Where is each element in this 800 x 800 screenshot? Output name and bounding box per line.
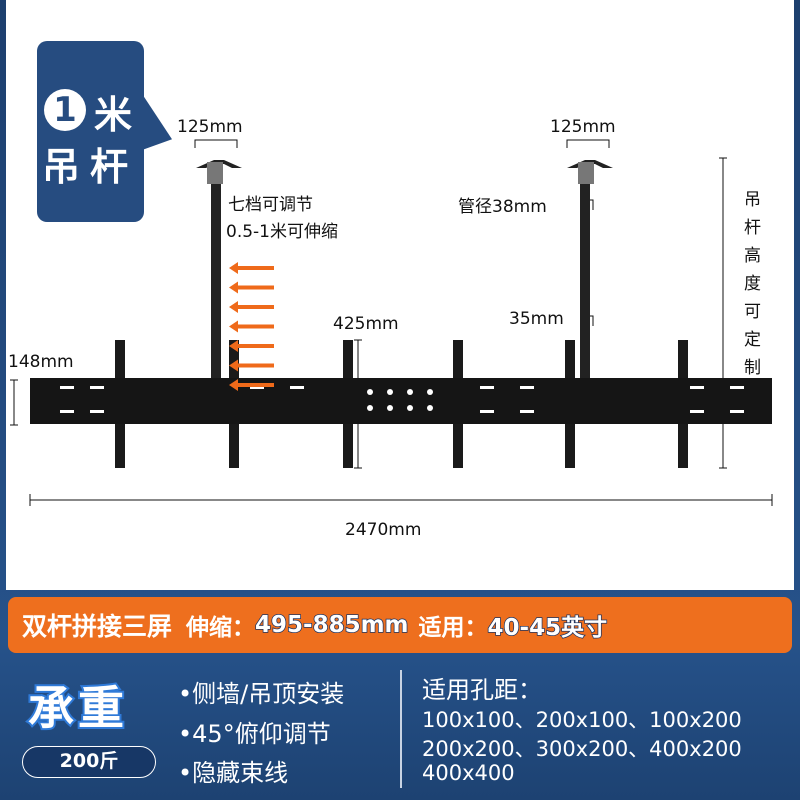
beam-slots xyxy=(60,386,744,413)
vesa-line: 400x400 xyxy=(422,761,515,785)
left-width-bracket xyxy=(194,139,238,148)
load-value-badge: 200斤 xyxy=(22,746,156,778)
beam-height-dim-line xyxy=(10,379,18,426)
total-length-label: 2470mm xyxy=(345,520,422,540)
horizontal-beam xyxy=(30,378,772,424)
divider xyxy=(400,670,402,788)
total-length-dim-line xyxy=(29,494,773,506)
left-arrow-icon xyxy=(229,340,274,352)
pipe-diameter-label: 管径38mm xyxy=(458,197,547,217)
left-arrow-icon xyxy=(229,320,274,333)
custom-height-label: 吊杆高度可定制 xyxy=(744,190,761,378)
fit-label: 适用： xyxy=(418,615,488,641)
left-arrow-icon xyxy=(229,301,274,313)
load-title: 承重 xyxy=(26,679,128,737)
beam-height-label: 148mm xyxy=(8,352,74,372)
spec-banner: 双杆拼接三屏 伸缩： 495-885mm 适用： 40-45英寸 xyxy=(8,597,792,653)
inner-tube-label: 35mm xyxy=(509,309,564,329)
left-pole xyxy=(196,160,242,380)
adjust-label-2: 0.5-1米可伸缩 xyxy=(226,222,338,242)
banner-title: 双杆拼接三屏 xyxy=(22,612,173,641)
badge-number: 1 xyxy=(44,89,86,131)
left-arrow-icon xyxy=(229,262,274,274)
feature-item: •侧墙/吊顶安装 xyxy=(178,680,345,708)
right-width-bracket xyxy=(566,139,610,148)
right-pole xyxy=(567,160,613,380)
stretch-value: 495-885mm xyxy=(254,611,409,639)
vesa-line: 200x200、300x200、400x200 xyxy=(422,737,742,761)
mount-drawing xyxy=(10,139,773,506)
right-pole-width-label: 125mm xyxy=(550,117,616,137)
bar-spacing-label: 425mm xyxy=(333,314,399,334)
stretch-label: 伸缩： xyxy=(186,615,256,641)
feature-item: •隐藏束线 xyxy=(178,759,289,787)
vesa-title: 适用孔距： xyxy=(422,676,542,704)
badge-line1: 米 xyxy=(94,93,133,137)
badge-line2: 吊杆 xyxy=(42,145,139,189)
left-pole-width-label: 125mm xyxy=(177,117,243,137)
left-arrow-icon xyxy=(229,379,274,391)
vesa-line: 100x100、200x100、100x200 xyxy=(422,708,742,732)
left-arrow-icon xyxy=(229,281,274,294)
adjust-label-1: 七档可调节 xyxy=(228,195,313,215)
adjustment-arrows xyxy=(229,262,274,391)
badge-bubble xyxy=(37,41,144,222)
left-arrow-icon xyxy=(229,359,274,372)
fit-value: 40-45英寸 xyxy=(487,614,608,642)
feature-item: •45°俯仰调节 xyxy=(178,720,331,748)
